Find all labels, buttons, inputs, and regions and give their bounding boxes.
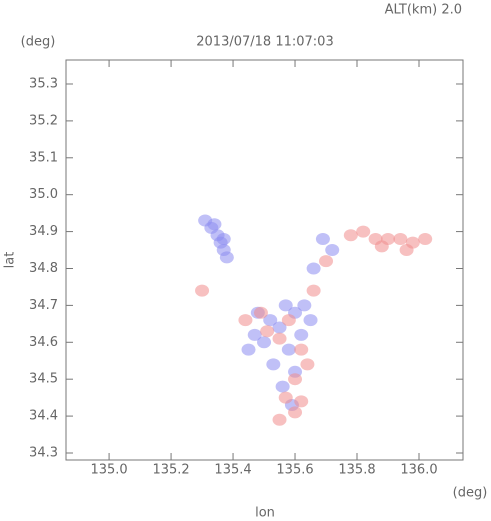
y-tick-label: 34.3 <box>29 445 58 460</box>
y-tick-label: 34.5 <box>29 372 58 387</box>
y-axis-label: lat <box>3 252 18 269</box>
echo-point <box>281 314 296 327</box>
y-tick-label: 35.1 <box>29 150 58 165</box>
echo-point <box>288 406 303 419</box>
echo-point <box>207 218 222 231</box>
echo-point <box>300 358 315 371</box>
y-tick-label: 34.4 <box>29 409 58 424</box>
echo-point <box>278 299 293 312</box>
x-tick-label: 135.4 <box>214 463 251 478</box>
echo-point <box>393 232 408 245</box>
y-tick-label: 34.6 <box>29 335 58 350</box>
x-tick-label: 135.8 <box>338 463 375 478</box>
echo-point <box>297 299 312 312</box>
echo-point <box>343 229 358 242</box>
echo-point <box>374 240 389 253</box>
echo-point <box>195 284 210 297</box>
echo-point <box>260 325 275 338</box>
chart-title: 2013/07/18 11:07:03 <box>196 35 333 50</box>
echo-point <box>294 343 309 356</box>
y-tick-label: 34.7 <box>29 298 58 313</box>
x-tick-label: 135.2 <box>152 463 189 478</box>
echo-point <box>356 225 371 238</box>
y-tick-label: 34.8 <box>29 261 58 276</box>
echo-point <box>418 232 433 245</box>
echo-point <box>272 413 287 426</box>
chart-subtitle: ALT(km) 2.0 <box>385 3 462 18</box>
echo-point <box>278 391 293 404</box>
echo-point <box>257 336 272 349</box>
echo-point <box>306 262 321 275</box>
echo-point <box>263 314 278 327</box>
echo-point <box>325 244 340 257</box>
echo-point <box>294 395 309 408</box>
echo-point <box>219 251 234 264</box>
x-tick-label: 136.0 <box>400 463 437 478</box>
echo-point <box>275 380 290 393</box>
echo-point <box>266 358 281 371</box>
echo-point <box>315 232 330 245</box>
echo-point <box>238 314 253 327</box>
x-tick-label: 135.6 <box>276 463 313 478</box>
echo-point <box>303 314 318 327</box>
plot-frame <box>65 59 464 461</box>
echo-point <box>241 343 256 356</box>
echo-point <box>247 328 262 341</box>
x-tick-label: 135.0 <box>90 463 127 478</box>
echo-point <box>306 284 321 297</box>
echo-point <box>272 332 287 345</box>
echo-point <box>294 328 309 341</box>
y-unit: (deg) <box>21 35 56 50</box>
echo-point <box>319 255 334 268</box>
echo-point <box>253 306 268 319</box>
y-tick-label: 34.9 <box>29 224 58 239</box>
echo-point <box>216 232 231 245</box>
echo-point <box>288 373 303 386</box>
y-tick-label: 35.0 <box>29 187 58 202</box>
x-unit: (deg) <box>453 486 488 501</box>
echo-point <box>272 321 287 334</box>
echo-point <box>281 343 296 356</box>
echo-point <box>399 244 414 257</box>
x-axis-label: lon <box>255 506 275 521</box>
y-tick-label: 35.2 <box>29 113 58 128</box>
y-tick-label: 35.3 <box>29 76 58 91</box>
